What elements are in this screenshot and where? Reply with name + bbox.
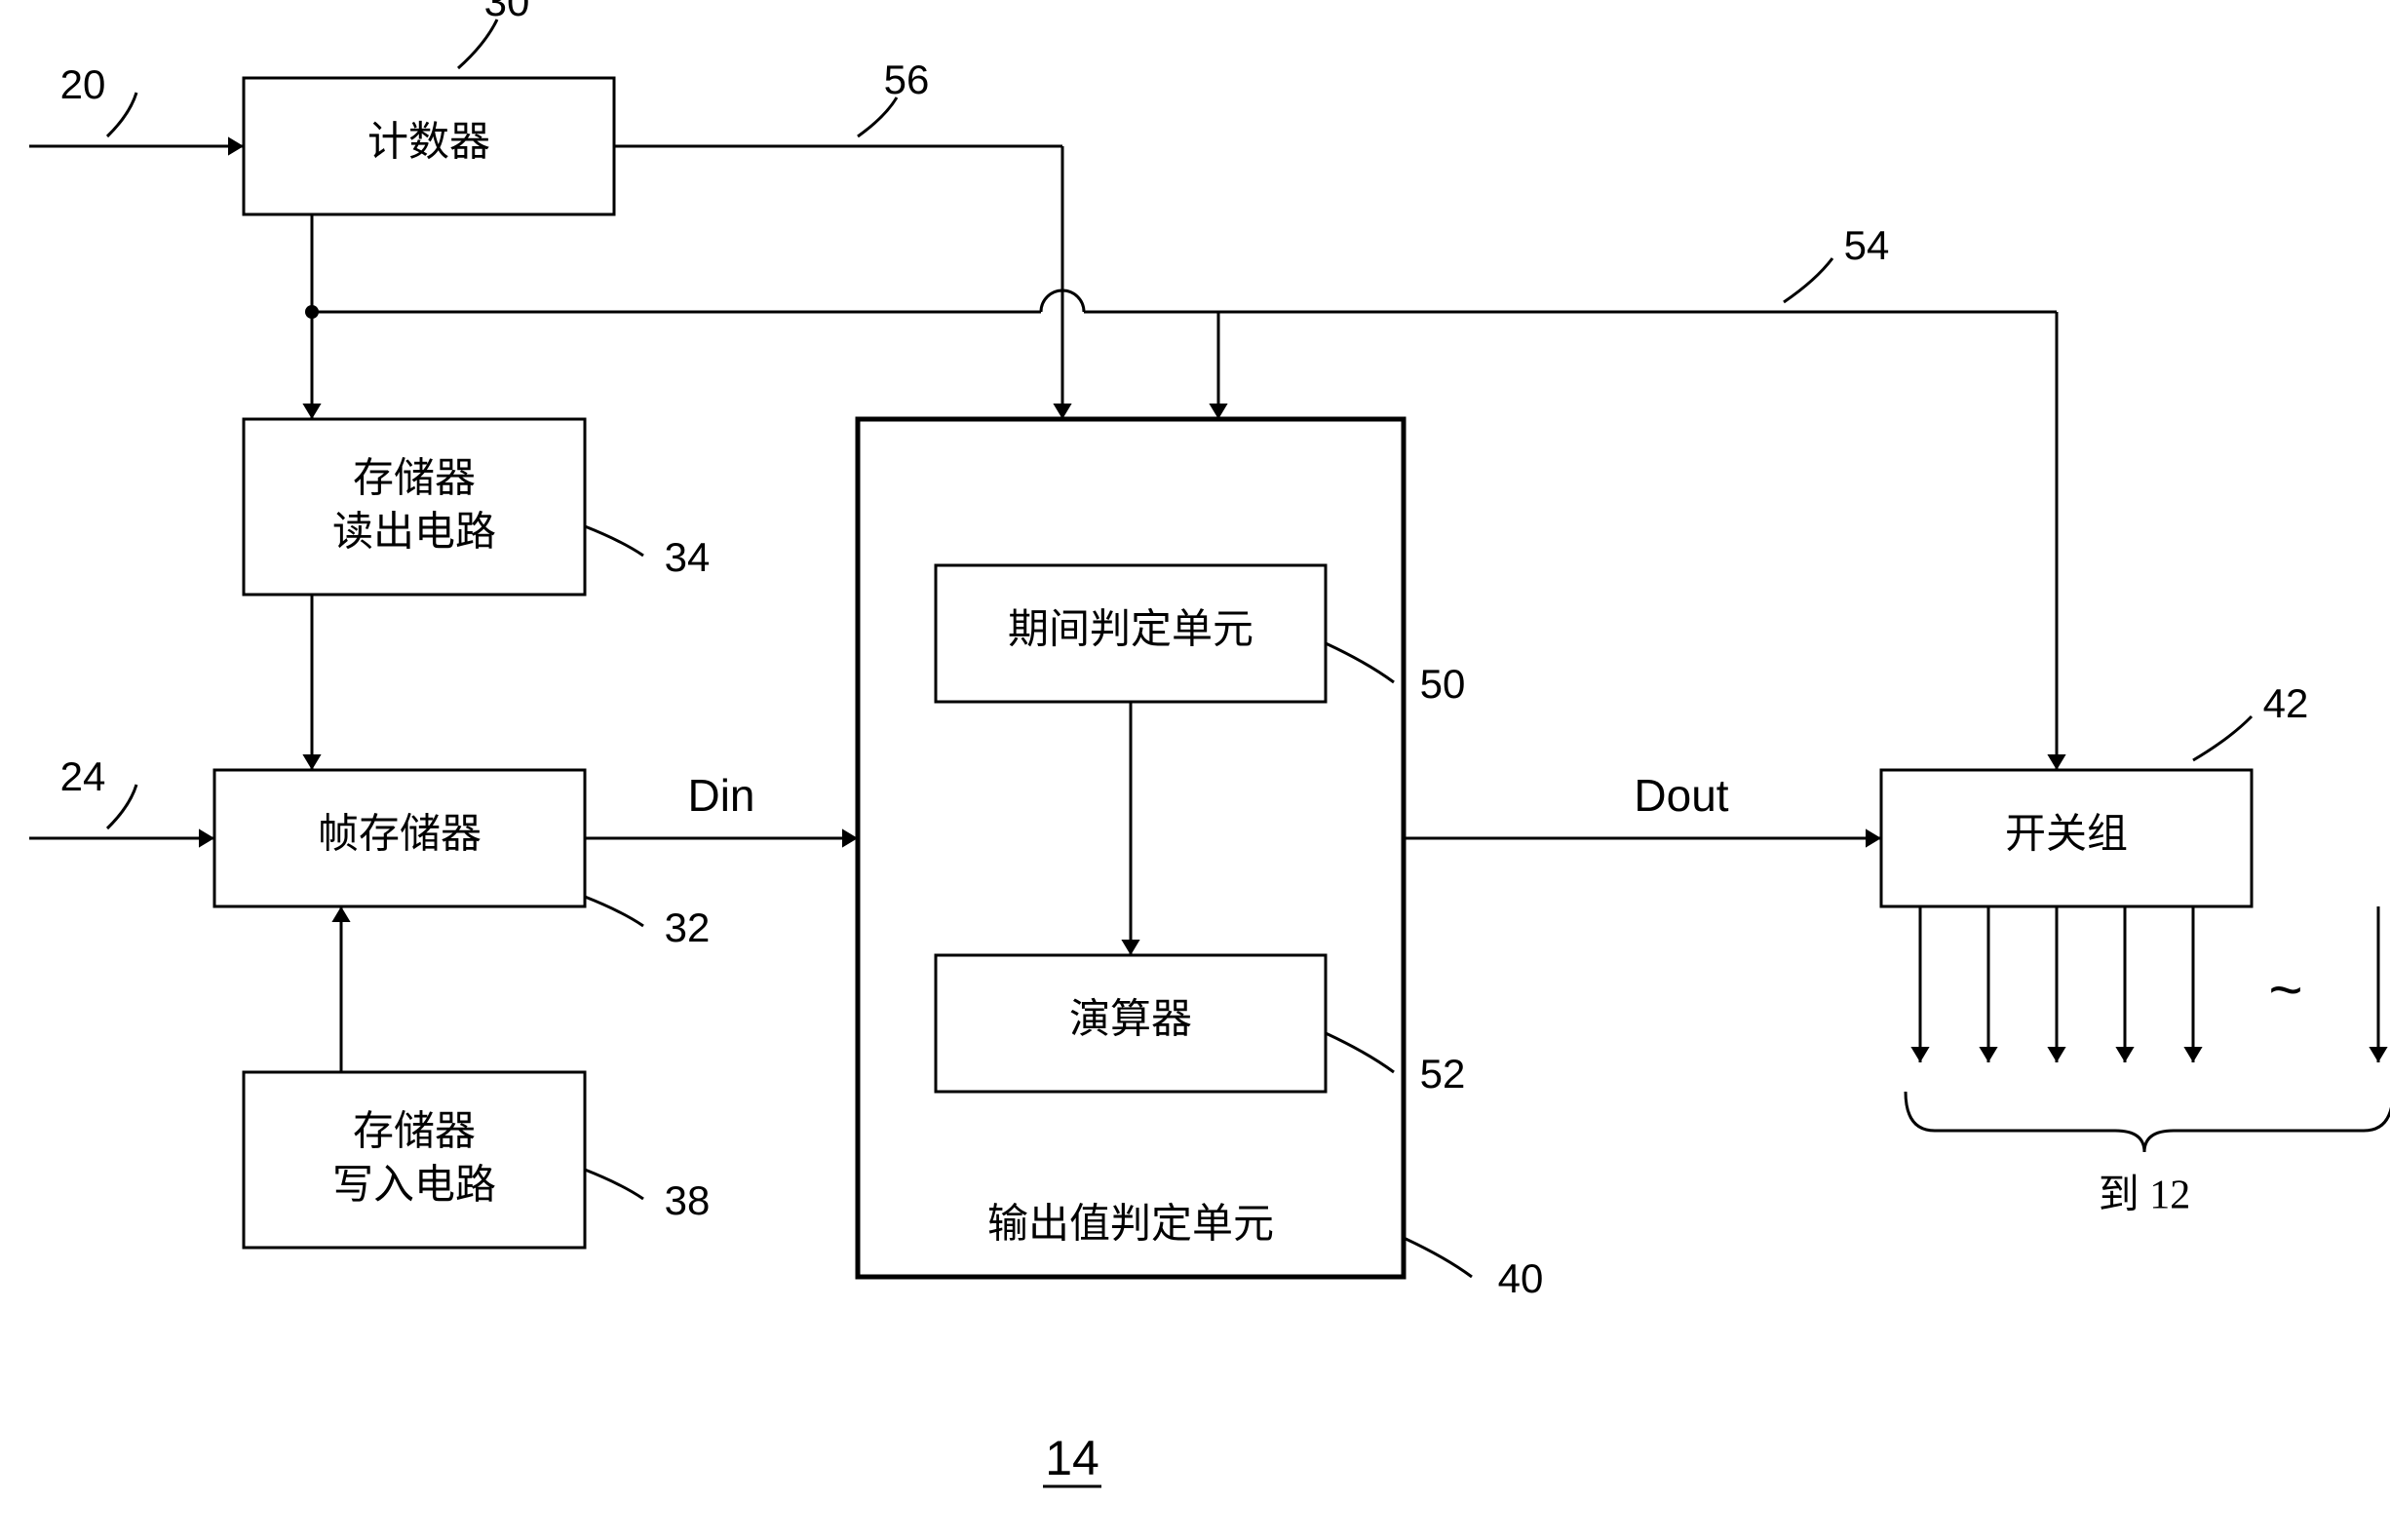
svg-text:38: 38 bbox=[665, 1177, 711, 1223]
svg-text:写入电路: 写入电路 bbox=[332, 1164, 496, 1209]
block-diagram: 计数器存储器读出电路帧存储器存储器写入电路输出值判定单元期间判定单元演算器开关组… bbox=[0, 0, 2390, 1540]
svg-text:52: 52 bbox=[1420, 1051, 1466, 1097]
svg-text:50: 50 bbox=[1420, 661, 1466, 707]
svg-text:Dout: Dout bbox=[1634, 770, 1728, 821]
svg-text:32: 32 bbox=[665, 905, 711, 950]
svg-text:存储器: 存储器 bbox=[353, 457, 476, 502]
svg-text:存储器: 存储器 bbox=[353, 1110, 476, 1155]
svg-text:计数器: 计数器 bbox=[367, 121, 490, 166]
svg-text:20: 20 bbox=[60, 61, 106, 107]
svg-text:输出值判定单元: 输出值判定单元 bbox=[987, 1202, 1274, 1248]
svg-text:40: 40 bbox=[1498, 1255, 1544, 1301]
svg-text:24: 24 bbox=[60, 753, 106, 799]
svg-text:42: 42 bbox=[2263, 680, 2309, 726]
svg-text:开关组: 开关组 bbox=[2005, 813, 2128, 858]
svg-text:到 12: 到 12 bbox=[2099, 1174, 2191, 1218]
svg-text:34: 34 bbox=[665, 534, 711, 580]
svg-text:演算器: 演算器 bbox=[1069, 998, 1192, 1043]
svg-text:14: 14 bbox=[1045, 1431, 1099, 1485]
svg-text:56: 56 bbox=[884, 57, 930, 102]
svg-text:~: ~ bbox=[2268, 957, 2302, 1022]
svg-text:54: 54 bbox=[1844, 222, 1890, 268]
svg-text:帧存储器: 帧存储器 bbox=[318, 813, 482, 858]
svg-text:读出电路: 读出电路 bbox=[332, 511, 496, 556]
svg-text:Din: Din bbox=[687, 770, 754, 821]
svg-text:期间判定单元: 期间判定单元 bbox=[1008, 607, 1253, 653]
svg-text:30: 30 bbox=[484, 0, 530, 24]
